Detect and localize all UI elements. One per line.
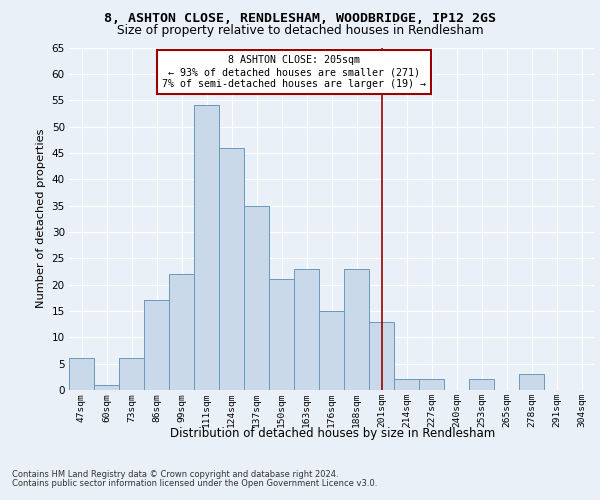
Bar — [469, 380, 494, 390]
Bar — [269, 280, 294, 390]
Bar — [219, 148, 244, 390]
Text: Contains public sector information licensed under the Open Government Licence v3: Contains public sector information licen… — [12, 479, 377, 488]
Text: Size of property relative to detached houses in Rendlesham: Size of property relative to detached ho… — [116, 24, 484, 37]
Bar — [394, 380, 419, 390]
Bar — [319, 311, 344, 390]
Bar — [369, 322, 394, 390]
Bar — [69, 358, 94, 390]
Bar — [169, 274, 194, 390]
Text: 8, ASHTON CLOSE, RENDLESHAM, WOODBRIDGE, IP12 2GS: 8, ASHTON CLOSE, RENDLESHAM, WOODBRIDGE,… — [104, 12, 496, 26]
Bar — [94, 384, 119, 390]
Bar — [294, 269, 319, 390]
Bar — [419, 380, 444, 390]
Text: Distribution of detached houses by size in Rendlesham: Distribution of detached houses by size … — [170, 428, 496, 440]
Bar — [344, 269, 369, 390]
Text: 8 ASHTON CLOSE: 205sqm
← 93% of detached houses are smaller (271)
7% of semi-det: 8 ASHTON CLOSE: 205sqm ← 93% of detached… — [162, 56, 426, 88]
Text: Contains HM Land Registry data © Crown copyright and database right 2024.: Contains HM Land Registry data © Crown c… — [12, 470, 338, 479]
Bar — [194, 106, 219, 390]
Bar — [519, 374, 544, 390]
Bar — [144, 300, 169, 390]
Y-axis label: Number of detached properties: Number of detached properties — [36, 129, 46, 308]
Bar — [244, 206, 269, 390]
Bar — [119, 358, 144, 390]
